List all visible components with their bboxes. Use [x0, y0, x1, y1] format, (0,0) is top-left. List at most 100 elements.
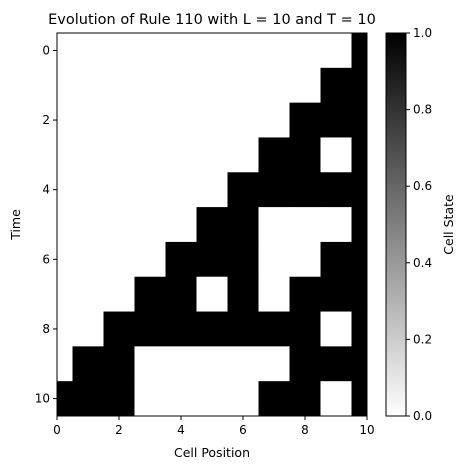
- heatmap-cell: [289, 102, 321, 138]
- heatmap-cell: [289, 137, 321, 173]
- heatmap-cell: [57, 311, 73, 347]
- heatmap-cell: [103, 276, 135, 312]
- heatmap-cell: [134, 137, 166, 173]
- y-tick-label: 0: [42, 43, 50, 57]
- heatmap-cell: [72, 172, 104, 208]
- heatmap-cell: [351, 276, 368, 312]
- heatmap-cell: [351, 241, 368, 278]
- heatmap-cell: [165, 33, 197, 69]
- heatmap-cell: [134, 172, 166, 208]
- heatmap-cell: [57, 207, 73, 243]
- heatmap-cell: [57, 381, 73, 417]
- heatmap-cell: [196, 346, 228, 382]
- heatmap-cell: [320, 311, 352, 347]
- heatmap-cell: [196, 207, 228, 243]
- heatmap-cell: [196, 172, 228, 208]
- heatmap-cell: [57, 172, 73, 208]
- heatmap-cell: [227, 207, 259, 243]
- heatmap-cell: [351, 137, 368, 173]
- heatmap-cell: [165, 207, 197, 243]
- heatmap-cell: [103, 137, 135, 173]
- heatmap-cell: [320, 67, 352, 104]
- heatmap-cell: [258, 207, 290, 243]
- heatmap-cell: [103, 172, 135, 208]
- colorbar-gradient: [386, 33, 406, 416]
- heatmap-cell: [289, 207, 321, 243]
- heatmap-cell: [134, 311, 166, 347]
- heatmap-cell: [196, 311, 228, 347]
- heatmap-cell: [258, 241, 290, 278]
- heatmap-cell: [289, 381, 321, 417]
- heatmap-cell: [165, 346, 197, 382]
- heatmap-cell: [196, 276, 228, 312]
- heatmap-cell: [289, 346, 321, 382]
- heatmap-cell: [196, 102, 228, 138]
- heatmap-cell: [72, 346, 104, 382]
- heatmap-cell: [165, 276, 197, 312]
- heatmap-cell: [72, 102, 104, 138]
- heatmap-cell: [72, 33, 104, 69]
- heatmap-cell: [320, 102, 352, 138]
- heatmap-cell: [289, 241, 321, 278]
- heatmap-cells: [57, 33, 368, 417]
- heatmap-cell: [103, 33, 135, 69]
- heatmap-cell: [320, 346, 352, 382]
- heatmap-cell: [351, 381, 368, 417]
- x-tick-label: 0: [53, 423, 61, 437]
- heatmap-cell: [320, 276, 352, 312]
- heatmap-cell: [103, 241, 135, 278]
- heatmap-cell: [103, 346, 135, 382]
- heatmap-cell: [57, 33, 73, 69]
- y-tick-label: 10: [35, 392, 50, 406]
- heatmap-cell: [196, 33, 228, 69]
- heatmap-cell: [134, 241, 166, 278]
- heatmap-cell: [165, 137, 197, 173]
- heatmap-cell: [258, 381, 290, 417]
- y-tick-label: 8: [42, 322, 50, 336]
- y-tick-label: 2: [42, 113, 50, 127]
- heatmap-cell: [320, 241, 352, 278]
- heatmap-cell: [258, 137, 290, 173]
- heatmap-cell: [351, 102, 368, 138]
- y-axis-label: Time: [8, 209, 23, 241]
- heatmap-cell: [227, 241, 259, 278]
- x-tick-label: 6: [239, 423, 247, 437]
- heatmap-cell: [196, 67, 228, 104]
- heatmap-cell: [258, 102, 290, 138]
- heatmap-cell: [165, 102, 197, 138]
- colorbar-tick-label: 0.8: [413, 103, 432, 117]
- heatmap-cell: [258, 33, 290, 69]
- heatmap-cell: [289, 172, 321, 208]
- heatmap-cell: [289, 67, 321, 104]
- heatmap-cell: [134, 33, 166, 69]
- y-axis-ticks: 0 2 4 6 8 10: [35, 43, 57, 406]
- heatmap-cell: [289, 311, 321, 347]
- heatmap-cell: [103, 207, 135, 243]
- heatmap-cell: [103, 102, 135, 138]
- y-tick-label: 6: [42, 252, 50, 266]
- heatmap-cell: [320, 172, 352, 208]
- heatmap-cell: [227, 137, 259, 173]
- colorbar-tick-label: 0.2: [413, 332, 432, 346]
- heatmap-cell: [351, 67, 368, 104]
- heatmap-cell: [258, 276, 290, 312]
- heatmap-cell: [351, 33, 368, 69]
- colorbar-tick-label: 0.6: [413, 179, 432, 193]
- x-tick-label: 2: [115, 423, 123, 437]
- heatmap-cell: [289, 33, 321, 69]
- heatmap-cell: [227, 276, 259, 312]
- colorbar-label: Cell State: [441, 194, 456, 255]
- heatmap-cell: [72, 207, 104, 243]
- heatmap-cell: [72, 137, 104, 173]
- heatmap-cell: [57, 137, 73, 173]
- heatmap-cell: [258, 346, 290, 382]
- heatmap-cell: [165, 381, 197, 417]
- y-tick-label: 4: [42, 183, 50, 197]
- heatmap-cell: [134, 207, 166, 243]
- x-axis-label: Cell Position: [174, 445, 250, 460]
- heatmap-cell: [57, 276, 73, 312]
- x-tick-label: 8: [301, 423, 309, 437]
- heatmap-cell: [196, 241, 228, 278]
- x-tick-label: 10: [359, 423, 374, 437]
- colorbar-tick-label: 1.0: [413, 26, 432, 40]
